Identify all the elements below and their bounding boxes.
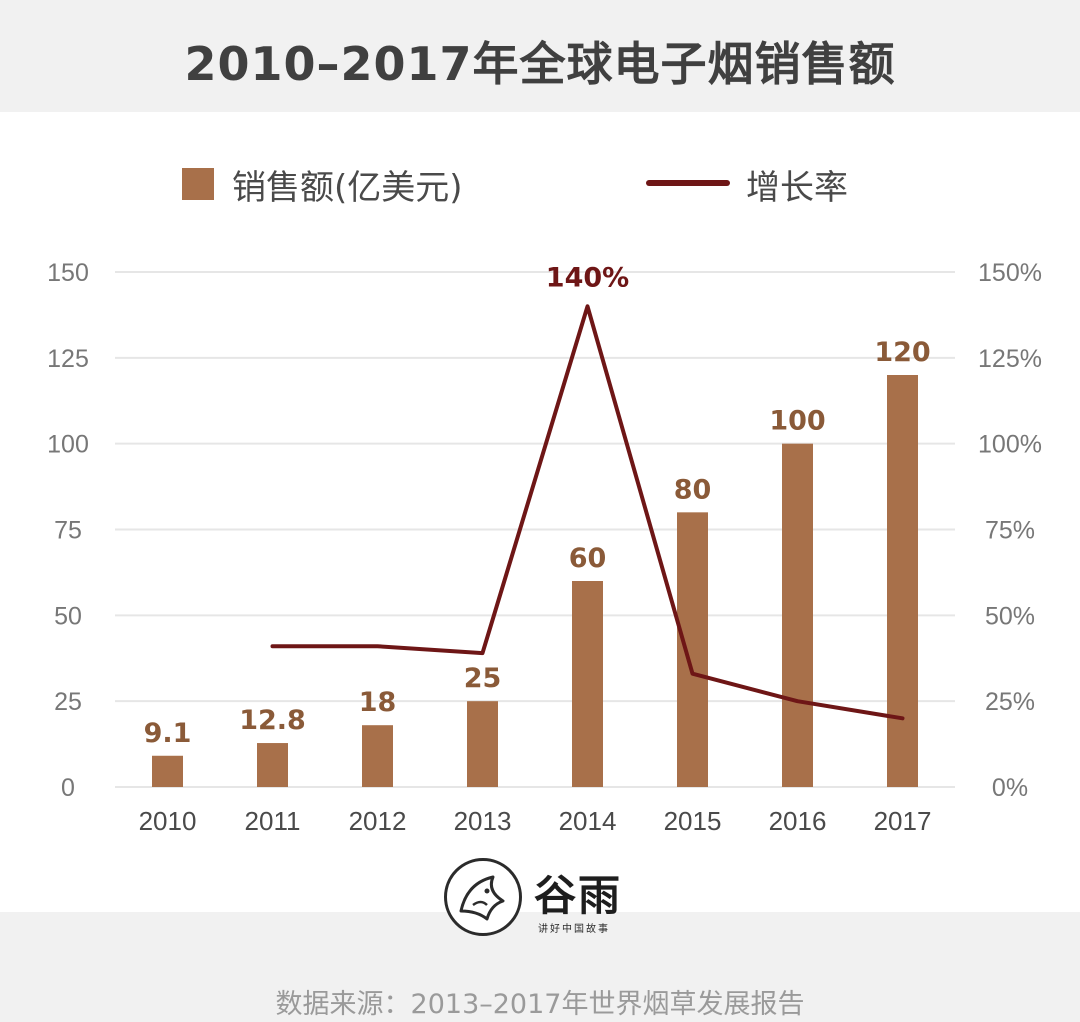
x-tick-label: 2012 [349, 806, 407, 836]
x-tick-label: 2015 [664, 806, 722, 836]
x-tick-label: 2010 [139, 806, 197, 836]
bar [257, 743, 288, 787]
bar-value-label: 100 [769, 406, 825, 437]
bar [677, 512, 708, 787]
x-tick-label: 2017 [874, 806, 932, 836]
bar-value-label: 18 [359, 687, 397, 718]
growth-rate-line [270, 304, 905, 721]
legend-bar-label: 销售额(亿美元) [232, 168, 463, 208]
y-right-tick-label: 50% [985, 602, 1035, 630]
bar [782, 443, 813, 787]
bar [467, 701, 498, 787]
y-right-tick-label: 0% [992, 774, 1028, 802]
x-tick-label: 2011 [245, 806, 301, 836]
x-tick-label: 2016 [769, 806, 827, 836]
logo-name: 谷雨 [534, 871, 623, 920]
logo: 谷雨 讲好中国故事 [444, 858, 644, 958]
line-value-label: 140% [546, 262, 629, 293]
y-left-tick-label: 100 [47, 431, 89, 459]
chart-title: 2010–2017年全球电子烟销售额 [184, 37, 896, 91]
bar-value-label: 120 [874, 337, 930, 368]
bar-value-label: 12.8 [239, 705, 306, 736]
bird-icon [444, 858, 522, 936]
y-left-tick-label: 50 [54, 602, 82, 630]
y-left-tick-label: 0 [61, 774, 75, 802]
legend-line-swatch [646, 180, 730, 186]
legend-line-label: 增长率 [746, 168, 848, 208]
x-tick-label: 2014 [559, 806, 617, 836]
y-left-tick-label: 150 [47, 259, 89, 287]
bar-value-label: 60 [569, 543, 607, 574]
bar [152, 755, 183, 787]
bar [887, 375, 918, 787]
logo-tagline: 讲好中国故事 [538, 924, 610, 935]
y-left-tick-label: 75 [54, 517, 82, 545]
bar [572, 581, 603, 787]
bar-value-label: 80 [674, 474, 712, 505]
y-right-tick-label: 25% [985, 688, 1035, 716]
y-right-tick-label: 150% [978, 259, 1042, 287]
legend-bar-swatch [182, 168, 214, 200]
bar [362, 725, 393, 787]
y-left-tick-label: 25 [54, 688, 82, 716]
footer-band [0, 912, 1080, 1022]
title-band [0, 0, 1080, 112]
bar-value-label: 25 [464, 663, 502, 694]
y-right-tick-label: 100% [978, 431, 1042, 459]
y-right-tick-label: 75% [985, 517, 1035, 545]
x-tick-label: 2013 [454, 806, 512, 836]
y-right-tick-label: 125% [978, 345, 1042, 373]
y-left-tick-label: 125 [47, 345, 89, 373]
source-note: 数据来源：2013–2017年世界烟草发展报告 [275, 989, 805, 1020]
bar-value-label: 9.1 [144, 718, 192, 749]
chart-area: 0 0% 25 25% 50 50% 75 75% 100 100% 125 125% 150 150% 9… [47, 259, 1042, 836]
